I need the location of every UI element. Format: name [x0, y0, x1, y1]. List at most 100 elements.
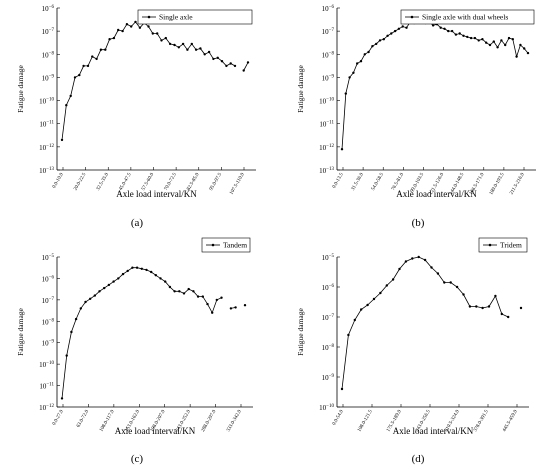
y-tick-label: 10−11	[39, 121, 54, 129]
x-tick-label: 108.0-117.0	[99, 409, 116, 433]
y-tick-exponent: −13	[46, 167, 54, 172]
y-tick-exponent: −12	[46, 404, 54, 409]
y-tick-exponent: −12	[326, 144, 334, 149]
y-tick-label: 10−9	[322, 74, 335, 82]
y-tick-label: 10−5	[42, 254, 55, 262]
x-tick-label: 54.0-58.5	[371, 172, 385, 192]
chart-panel-3: 10−12 10−11 10−10 10−9 10−8 10−7 10−6 10−5 0.0-2…	[16, 237, 253, 465]
y-tick-exponent: −10	[46, 361, 54, 366]
x-tick-label: 31.5-36.0	[351, 172, 365, 192]
x-tick-label: 20.0-22.5	[73, 172, 87, 192]
y-tick-label: 10−12	[319, 144, 334, 152]
y-tick-label: 10−6	[42, 5, 55, 13]
x-axis-label: Axle load interval/KN	[115, 426, 196, 436]
y-tick-exponent: −10	[326, 98, 334, 103]
y-tick-label: 10−10	[39, 361, 54, 369]
y-tick-label: 10−7	[42, 297, 55, 305]
y-tick-label: 10−8	[322, 344, 335, 352]
y-tick-exponent: −9	[329, 74, 335, 79]
y-tick-label: 10−9	[42, 340, 55, 348]
legend-marker	[211, 243, 215, 247]
y-tick-label: 10−5	[322, 254, 335, 262]
legend-entry: Single axle with dual wheels	[422, 13, 508, 22]
series-line	[243, 62, 249, 71]
legend-entry: Tandem	[223, 241, 247, 250]
legend-box	[201, 237, 251, 253]
y-tick-label: 10−9	[42, 74, 55, 82]
y-tick-exponent: −6	[49, 5, 55, 10]
y-tick-exponent: −7	[329, 28, 335, 33]
legend-box	[478, 237, 528, 253]
y-tick-exponent: −8	[329, 51, 335, 56]
series-line	[61, 267, 222, 399]
y-tick-exponent: −7	[49, 28, 55, 33]
y-tick-label: 10−12	[39, 144, 54, 152]
y-tick-label: 10−10	[319, 98, 334, 106]
panel-label: (d)	[412, 453, 425, 465]
panel-label: (a)	[131, 217, 144, 229]
series-line	[341, 20, 529, 150]
panel-label: (c)	[131, 453, 144, 465]
legend-marker	[147, 15, 151, 19]
x-tick-label: 211.5-216.0	[509, 172, 526, 196]
y-tick-exponent: −9	[49, 340, 55, 345]
y-tick-label: 10−7	[42, 28, 55, 36]
y-tick-exponent: −9	[49, 74, 55, 79]
chart-panel-1: 10−13 10−12 10−11 10−10 10−9 10−8 10−7 10−6 0.0-…	[16, 5, 256, 229]
x-tick-label: 445.5-459.0	[502, 409, 519, 433]
y-tick-exponent: −10	[46, 98, 54, 103]
y-tick-exponent: −10	[326, 404, 334, 409]
y-tick-exponent: −8	[49, 318, 55, 323]
x-tick-label: 0.0-54.0	[332, 409, 345, 426]
x-axis-label: Axle load interval/KN	[393, 426, 474, 436]
y-tick-exponent: −13	[326, 167, 334, 172]
y-tick-exponent: −11	[46, 383, 54, 388]
data-point	[519, 306, 523, 310]
y-tick-label: 10−6	[322, 284, 335, 292]
y-tick-exponent: −12	[46, 144, 54, 149]
y-tick-label: 10−13	[39, 167, 54, 175]
x-tick-label: 107.5-110.0	[229, 172, 246, 196]
y-tick-label: 10−13	[319, 167, 334, 175]
legend-box	[137, 9, 253, 25]
x-tick-label: 378.0-391.5	[473, 409, 490, 433]
y-tick-label: 10−7	[322, 28, 335, 36]
y-tick-label: 10−11	[319, 121, 334, 129]
y-tick-label: 10−8	[42, 318, 55, 326]
y-tick-label: 10−12	[39, 404, 54, 412]
y-tick-label: 10−10	[319, 404, 334, 412]
y-tick-exponent: −6	[49, 275, 55, 280]
panel-label: (b)	[412, 217, 425, 229]
x-tick-label: 0.0-27.0	[52, 409, 65, 426]
x-tick-label: 288.0-297.0	[201, 409, 218, 433]
y-tick-label: 10−7	[322, 314, 335, 322]
y-tick-exponent: −7	[329, 314, 335, 319]
y-tick-exponent: −9	[329, 374, 335, 379]
series-line	[341, 256, 509, 390]
y-tick-label: 10−9	[322, 374, 335, 382]
legend-marker	[488, 243, 492, 247]
y-tick-exponent: −11	[326, 121, 334, 126]
y-tick-exponent: −5	[329, 254, 335, 259]
y-tick-exponent: −7	[49, 297, 55, 302]
series-line	[61, 21, 236, 140]
y-tick-exponent: −11	[46, 121, 54, 126]
y-axis-label: Fatigue damage	[296, 307, 305, 355]
legend-entry: Tridem	[500, 241, 522, 250]
x-tick-label: 63.0-72.0	[76, 409, 90, 429]
y-tick-exponent: −8	[329, 344, 335, 349]
y-tick-exponent: −6	[329, 284, 335, 289]
x-tick-label: 95.0-97.5	[209, 172, 223, 192]
y-tick-exponent: −6	[329, 5, 335, 10]
legend-entry: Single axle	[159, 13, 193, 22]
y-tick-label: 10−8	[42, 51, 55, 59]
x-tick-label: 333.0-342.0	[226, 409, 243, 433]
x-tick-label: 108.0-121.5	[357, 409, 374, 433]
y-axis-label: Fatigue damage	[16, 64, 25, 112]
legend-marker	[410, 15, 414, 19]
x-tick-label: 0.0-13.5	[332, 172, 345, 189]
x-tick-label: 189.0-193.5	[489, 172, 506, 196]
x-axis-label: Axle load interval/KN	[116, 189, 197, 199]
y-axis-label: Fatigue damage	[16, 307, 25, 355]
legend-box	[400, 9, 535, 25]
